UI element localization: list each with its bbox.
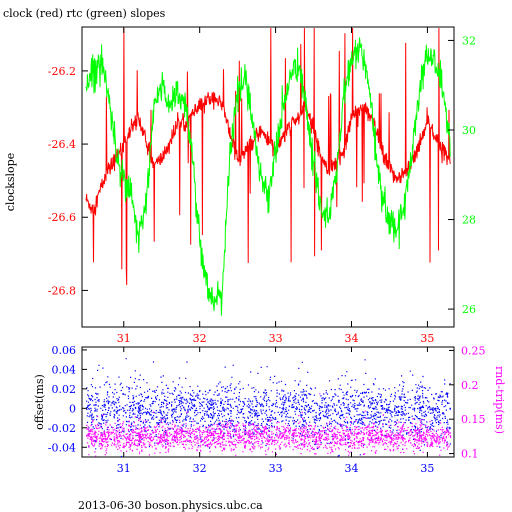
top-right-tick-label: 28 — [462, 214, 476, 227]
bottom-left-tick-label: 0.06 — [52, 344, 77, 357]
bottom-left-tick-label: 0.04 — [52, 363, 77, 376]
top-x-tick-label: 31 — [117, 332, 131, 345]
top-right-tick-label: 30 — [462, 124, 476, 137]
footer-text: 2013-06-30 boson.physics.ubc.ca — [78, 499, 263, 512]
bottom-right-tick-label: 0.2 — [461, 379, 479, 392]
top-plot-frame — [81, 26, 455, 328]
top-x-tick-label: 34 — [345, 332, 359, 345]
scatter-dots-rnd-trip — [86, 393, 452, 457]
top-left-tick-label: -26.6 — [48, 211, 76, 224]
series-line-rtc — [85, 37, 451, 316]
bottom-x-axis: 31 32 33 34 35 — [117, 347, 434, 475]
top-x-axis: 31 32 33 34 35 — [117, 27, 434, 345]
bottom-plot-frame — [81, 346, 455, 458]
top-x-tick-label: 33 — [269, 332, 283, 345]
bottom-right-axis: 0.1 0.15 0.2 0.25 — [449, 344, 486, 461]
bottom-left-tick-label: -0.02 — [48, 422, 76, 435]
top-chart-title: clock (red) rtc (green) slopes — [3, 7, 166, 20]
bottom-left-axis-label: offset(ms) — [33, 374, 46, 430]
bottom-x-tick-label: 32 — [193, 462, 207, 475]
bottom-x-tick-label: 31 — [117, 462, 131, 475]
top-left-tick-label: -26.4 — [48, 138, 76, 151]
scatter-points-rnd-trip — [86, 393, 452, 457]
bottom-right-tick-label: 0.25 — [461, 344, 486, 357]
top-plot-area — [85, 27, 451, 316]
bottom-x-tick-label: 33 — [269, 462, 283, 475]
top-right-axis: 26 28 30 32 — [448, 34, 476, 316]
bottom-left-tick-label: -0.04 — [48, 441, 76, 454]
top-right-tick-label: 32 — [462, 34, 476, 47]
bottom-right-tick-label: 0.15 — [461, 413, 486, 426]
bottom-left-tick-label: 0.02 — [52, 383, 77, 396]
top-left-axis: -26.8 -26.6 -26.4 -26.2 — [48, 65, 88, 297]
series-line-clock — [85, 27, 451, 286]
bottom-plot-area — [86, 358, 452, 458]
top-x-tick-label: 35 — [420, 332, 434, 345]
top-left-tick-label: -26.8 — [48, 284, 76, 297]
bottom-right-tick-label: 0.1 — [461, 448, 479, 461]
bottom-left-axis: -0.04 -0.02 0 0.02 0.04 0.06 — [48, 344, 87, 454]
top-left-tick-label: -26.2 — [48, 65, 76, 78]
bottom-x-tick-label: 35 — [420, 462, 434, 475]
top-y-axis-label: clockslope — [4, 153, 17, 211]
bottom-right-axis-label: rnd-trip(ms) — [493, 366, 506, 434]
bottom-left-tick-label: 0 — [69, 402, 76, 415]
top-right-tick-label: 26 — [462, 303, 476, 316]
top-x-tick-label: 32 — [193, 332, 207, 345]
bottom-x-tick-label: 34 — [345, 462, 359, 475]
